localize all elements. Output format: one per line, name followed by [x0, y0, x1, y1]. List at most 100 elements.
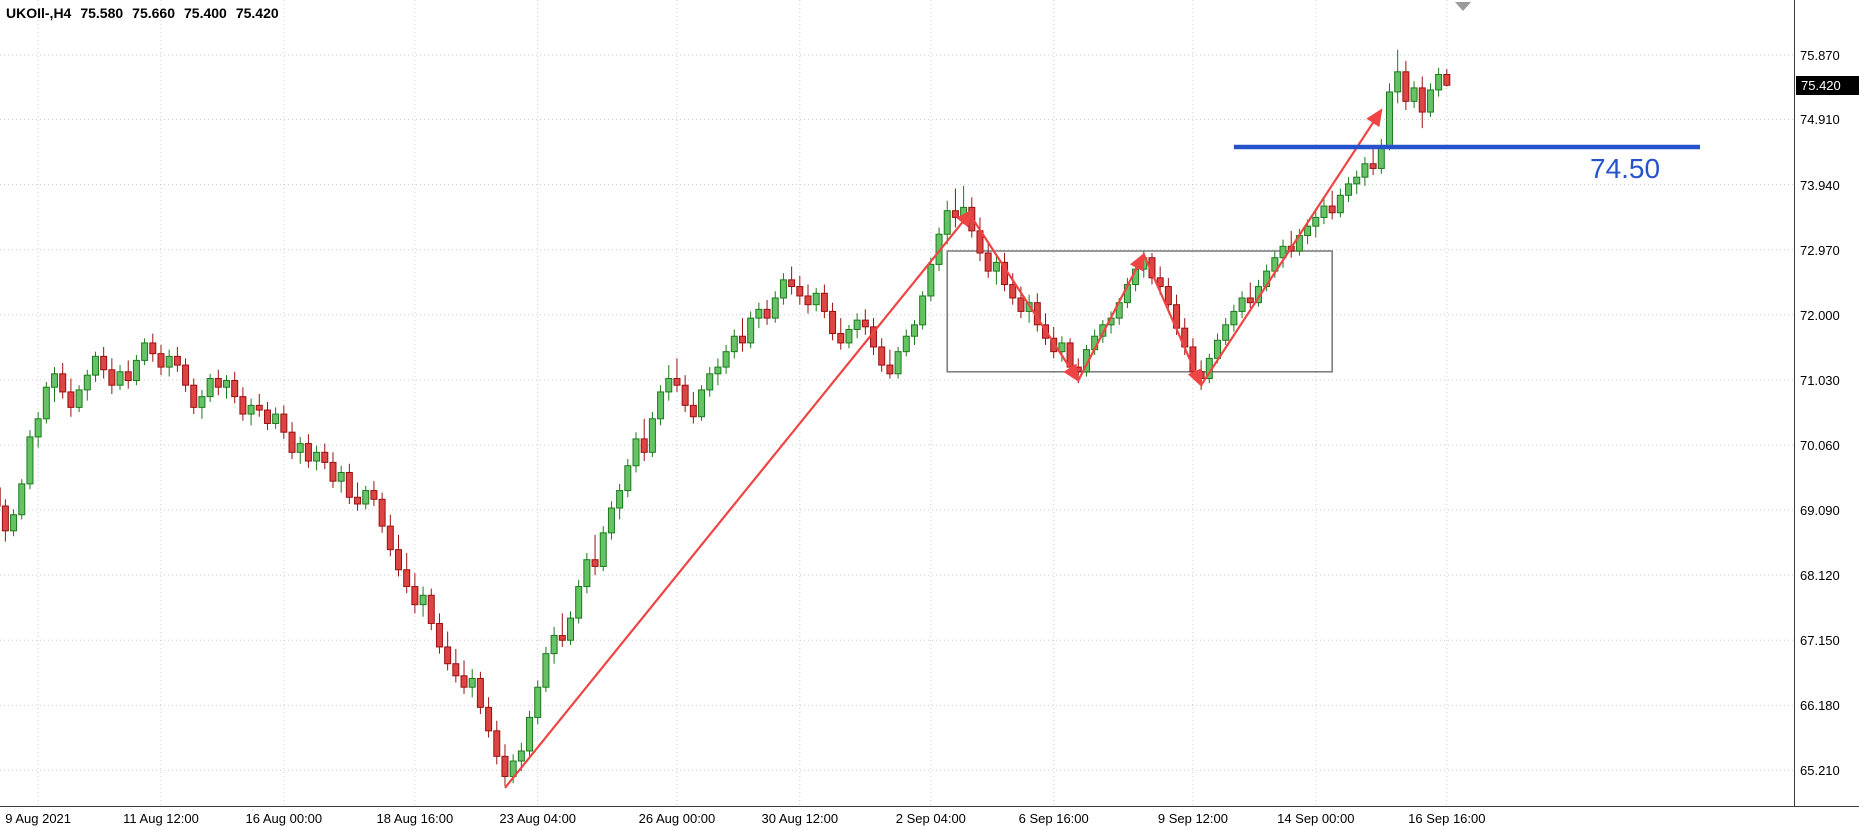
candle-body — [362, 490, 370, 505]
candle-body — [337, 471, 345, 482]
price-axis[interactable]: 75.870 74.910 73.940 72.970 72.000 71.030 70.0… — [1794, 0, 1859, 830]
candle-body — [100, 355, 108, 371]
candle-body — [1402, 71, 1410, 102]
candle-body — [354, 496, 362, 505]
time-tick-label: 6 Sep 16:00 — [1018, 811, 1089, 826]
candle-body — [722, 351, 730, 368]
candle-body — [681, 384, 689, 406]
candle-body — [820, 292, 828, 312]
candle-body — [575, 586, 583, 619]
price-tick-label: 67.150 — [1800, 633, 1840, 649]
candle-body — [59, 373, 67, 393]
time-axis[interactable]: 9 Aug 2021 11 Aug 12:00 16 Aug 00:00 18 Aug… — [0, 806, 1859, 830]
candle-body — [378, 498, 386, 527]
candle-body — [624, 465, 632, 492]
candle-body — [738, 335, 746, 344]
candle-body — [165, 355, 173, 368]
candle-body — [657, 391, 665, 420]
candle-body — [910, 324, 918, 337]
candle-body — [1312, 216, 1320, 227]
time-tick-label: 9 Aug 2021 — [5, 811, 72, 826]
candle-body — [141, 342, 149, 361]
candle-body — [75, 389, 83, 408]
candle-body — [239, 396, 247, 415]
candle-body — [673, 378, 681, 386]
candle-body — [460, 675, 468, 688]
candle-body — [1345, 183, 1353, 196]
candle-body — [313, 451, 321, 462]
price-tick-label: 73.940 — [1800, 177, 1840, 193]
candle-body — [51, 373, 59, 388]
candle-body — [771, 297, 779, 319]
candle-body — [566, 617, 574, 641]
trend-arrow[interactable] — [504, 209, 974, 789]
trend-arrow[interactable] — [1077, 252, 1145, 382]
candle-body — [1320, 205, 1328, 218]
chart-shift-icon — [1455, 2, 1471, 11]
candle-body — [419, 594, 427, 606]
candle-body — [935, 233, 943, 265]
candle-body — [648, 418, 656, 453]
candle-body — [124, 371, 132, 382]
candle-body — [837, 333, 845, 344]
price-chart-canvas[interactable] — [0, 0, 1794, 806]
grid-layer — [0, 0, 1794, 806]
candle-body — [18, 483, 26, 516]
candle-body — [542, 653, 550, 688]
candle-body — [370, 490, 378, 500]
consolidation-box[interactable] — [946, 250, 1333, 373]
candle-body — [640, 438, 648, 453]
candle-body — [714, 366, 722, 375]
candle-body — [698, 389, 706, 418]
candle-body — [1222, 324, 1230, 341]
candle-body — [198, 396, 206, 408]
candle-body — [1238, 297, 1246, 312]
candle-body — [1050, 337, 1058, 353]
candle-body — [517, 750, 525, 762]
candle-body — [1336, 194, 1344, 214]
candle-body — [755, 308, 763, 319]
trend-arrow[interactable] — [1142, 253, 1203, 388]
candle-body — [1328, 205, 1336, 214]
candle-body — [960, 206, 968, 218]
candle-body — [132, 359, 140, 382]
candle-body — [951, 210, 959, 218]
price-tick-label: 66.180 — [1800, 698, 1840, 714]
candle-body — [214, 378, 222, 388]
candle-body — [1099, 324, 1107, 337]
candle-body — [1410, 87, 1418, 102]
price-tick-label: 69.090 — [1800, 503, 1840, 519]
trend-arrow[interactable] — [1200, 108, 1383, 386]
candle-body — [788, 279, 796, 288]
candle-body — [1426, 89, 1434, 113]
candle-body — [345, 471, 353, 498]
candle-body — [468, 677, 476, 688]
candle-body — [321, 451, 329, 463]
trend-arrow[interactable] — [970, 216, 1080, 383]
candle-body — [894, 351, 902, 375]
ohlc-low: 75.400 — [184, 5, 227, 21]
candle-body — [526, 716, 534, 752]
candle-body — [1304, 225, 1312, 237]
ohlc-high: 75.660 — [132, 5, 175, 21]
time-tick-label: 14 Sep 00:00 — [1277, 811, 1355, 826]
candle-body — [1164, 286, 1172, 306]
candle-body — [411, 586, 419, 606]
price-tick-label: 75.870 — [1800, 48, 1840, 64]
support-level-label: 74.50 — [1590, 152, 1661, 184]
candle-body — [223, 380, 231, 388]
candle-body — [878, 346, 886, 366]
candle-body — [83, 374, 91, 391]
candle-body — [599, 532, 607, 567]
candle-body — [452, 663, 460, 677]
candle-body — [67, 391, 75, 408]
candle-body — [886, 364, 894, 375]
price-tick-label: 71.030 — [1800, 372, 1840, 388]
candle-body — [591, 559, 599, 567]
candle-body — [91, 355, 99, 376]
candle-body — [1361, 163, 1369, 178]
candle-body — [919, 295, 927, 326]
candle-body — [796, 286, 804, 297]
candle-body — [1435, 73, 1443, 91]
candle-body — [616, 490, 624, 509]
